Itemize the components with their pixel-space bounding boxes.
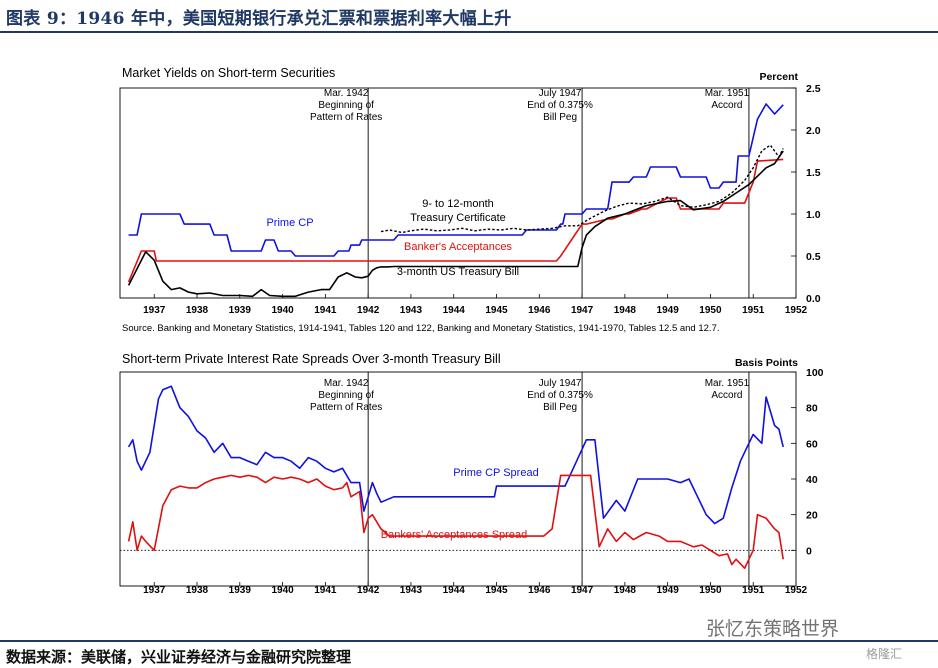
x-tick-label: 1938	[186, 585, 209, 596]
x-tick-label: 1948	[614, 585, 637, 596]
series-line-prime-cp	[128, 103, 784, 257]
series-line-3-month-us-treasury-bill	[127, 150, 784, 298]
event-annotation: Bill Peg	[543, 402, 577, 413]
x-tick-label: 1938	[186, 305, 209, 316]
x-tick-label: 1951	[742, 585, 765, 596]
event-annotation: Accord	[711, 390, 742, 401]
x-tick-label: 1945	[485, 305, 508, 316]
y-tick-label: 60	[806, 438, 818, 450]
x-tick-label: 1944	[443, 585, 466, 596]
event-annotation: Accord	[711, 100, 742, 111]
x-tick-label: 1949	[657, 585, 680, 596]
source-footer: 数据来源：美联储，兴业证券经济与金融研究院整理	[6, 648, 352, 666]
x-tick-label: 1943	[400, 305, 423, 316]
x-tick-label: 1940	[271, 585, 294, 596]
plot-frame	[119, 371, 797, 587]
event-annotation: Mar. 1942	[324, 88, 369, 99]
series-line-9-to-12-month-treasury-certificate	[380, 144, 784, 234]
chart-title: Short-term Private Interest Rate Spreads…	[122, 352, 501, 366]
x-tick-label: 1942	[357, 585, 380, 596]
y-axis-label: Basis Points	[735, 357, 798, 369]
x-tick-label: 1948	[614, 305, 637, 316]
event-annotation: End of 0.375%	[527, 390, 593, 401]
series-label: Bankers' Acceptances Spread	[381, 529, 527, 541]
x-tick-label: 1946	[528, 585, 551, 596]
x-tick-label: 1937	[143, 305, 166, 316]
series-label: Banker's Acceptances	[404, 241, 512, 253]
event-annotation: Mar. 1951	[705, 88, 750, 99]
x-tick-label: 1947	[571, 305, 594, 316]
x-tick-label: 1940	[271, 305, 294, 316]
y-tick-label: 80	[806, 403, 818, 415]
x-tick-label: 1946	[528, 305, 551, 316]
event-annotation: Pattern of Rates	[310, 112, 382, 123]
y-tick-label: 1.0	[806, 209, 821, 221]
series-line-bankers-acceptances-spread	[127, 474, 784, 570]
event-annotation: July 1947	[539, 88, 582, 99]
event-annotation: Mar. 1942	[324, 378, 369, 389]
x-tick-label: 1945	[485, 585, 508, 596]
chart-title: Market Yields on Short-term Securities	[122, 66, 335, 80]
watermark-logo: 格隆汇	[866, 647, 903, 661]
y-tick-label: 20	[806, 510, 818, 522]
figure-title: 图表 9：1946 年中，美国短期银行承兑汇票和票据利率大幅上升	[6, 9, 512, 29]
series-line-prime-cp-spread	[127, 385, 784, 525]
x-tick-label: 1944	[443, 305, 466, 316]
event-annotation: July 1947	[539, 378, 582, 389]
title-rule	[0, 31, 938, 33]
x-tick-label: 1943	[400, 585, 423, 596]
y-axis-label: Percent	[759, 71, 798, 83]
event-annotation: Bill Peg	[543, 112, 577, 123]
footer-rule	[0, 640, 938, 642]
x-tick-label: 1942	[357, 305, 380, 316]
y-tick-label: 2.0	[806, 125, 821, 137]
series-label: 3-month US Treasury Bill	[397, 266, 519, 278]
y-tick-label: 0.0	[806, 293, 821, 305]
x-tick-label: 1941	[314, 585, 337, 596]
x-tick-label: 1952	[785, 305, 808, 316]
x-tick-label: 1939	[229, 585, 252, 596]
watermark: 张忆东策略世界	[706, 618, 840, 640]
event-annotation: Beginning of	[318, 390, 374, 401]
event-annotation: Mar. 1951	[705, 378, 750, 389]
y-tick-label: 0	[806, 545, 812, 557]
x-tick-label: 1937	[143, 585, 166, 596]
x-tick-label: 1947	[571, 585, 594, 596]
x-tick-label: 1951	[742, 305, 765, 316]
x-tick-label: 1941	[314, 305, 337, 316]
series-label: Prime CP	[266, 217, 313, 229]
x-tick-label: 1950	[699, 585, 722, 596]
event-annotation: End of 0.375%	[527, 100, 593, 111]
source-note: Source. Banking and Monetary Statistics,…	[122, 323, 720, 334]
plot-frame	[119, 87, 797, 299]
event-annotation: Pattern of Rates	[310, 402, 382, 413]
y-tick-label: 100	[806, 367, 824, 379]
series-label: Prime CP Spread	[453, 467, 538, 479]
x-tick-label: 1952	[785, 585, 808, 596]
y-tick-label: 2.5	[806, 83, 821, 95]
x-tick-label: 1950	[699, 305, 722, 316]
y-tick-label: 1.5	[806, 167, 821, 179]
y-tick-label: 40	[806, 474, 818, 486]
series-label: 9- to 12-month Treasury Certificate	[410, 198, 506, 224]
x-tick-label: 1949	[657, 305, 680, 316]
event-annotation: Beginning of	[318, 100, 374, 111]
x-tick-label: 1939	[229, 305, 252, 316]
y-tick-label: 0.5	[806, 251, 821, 263]
